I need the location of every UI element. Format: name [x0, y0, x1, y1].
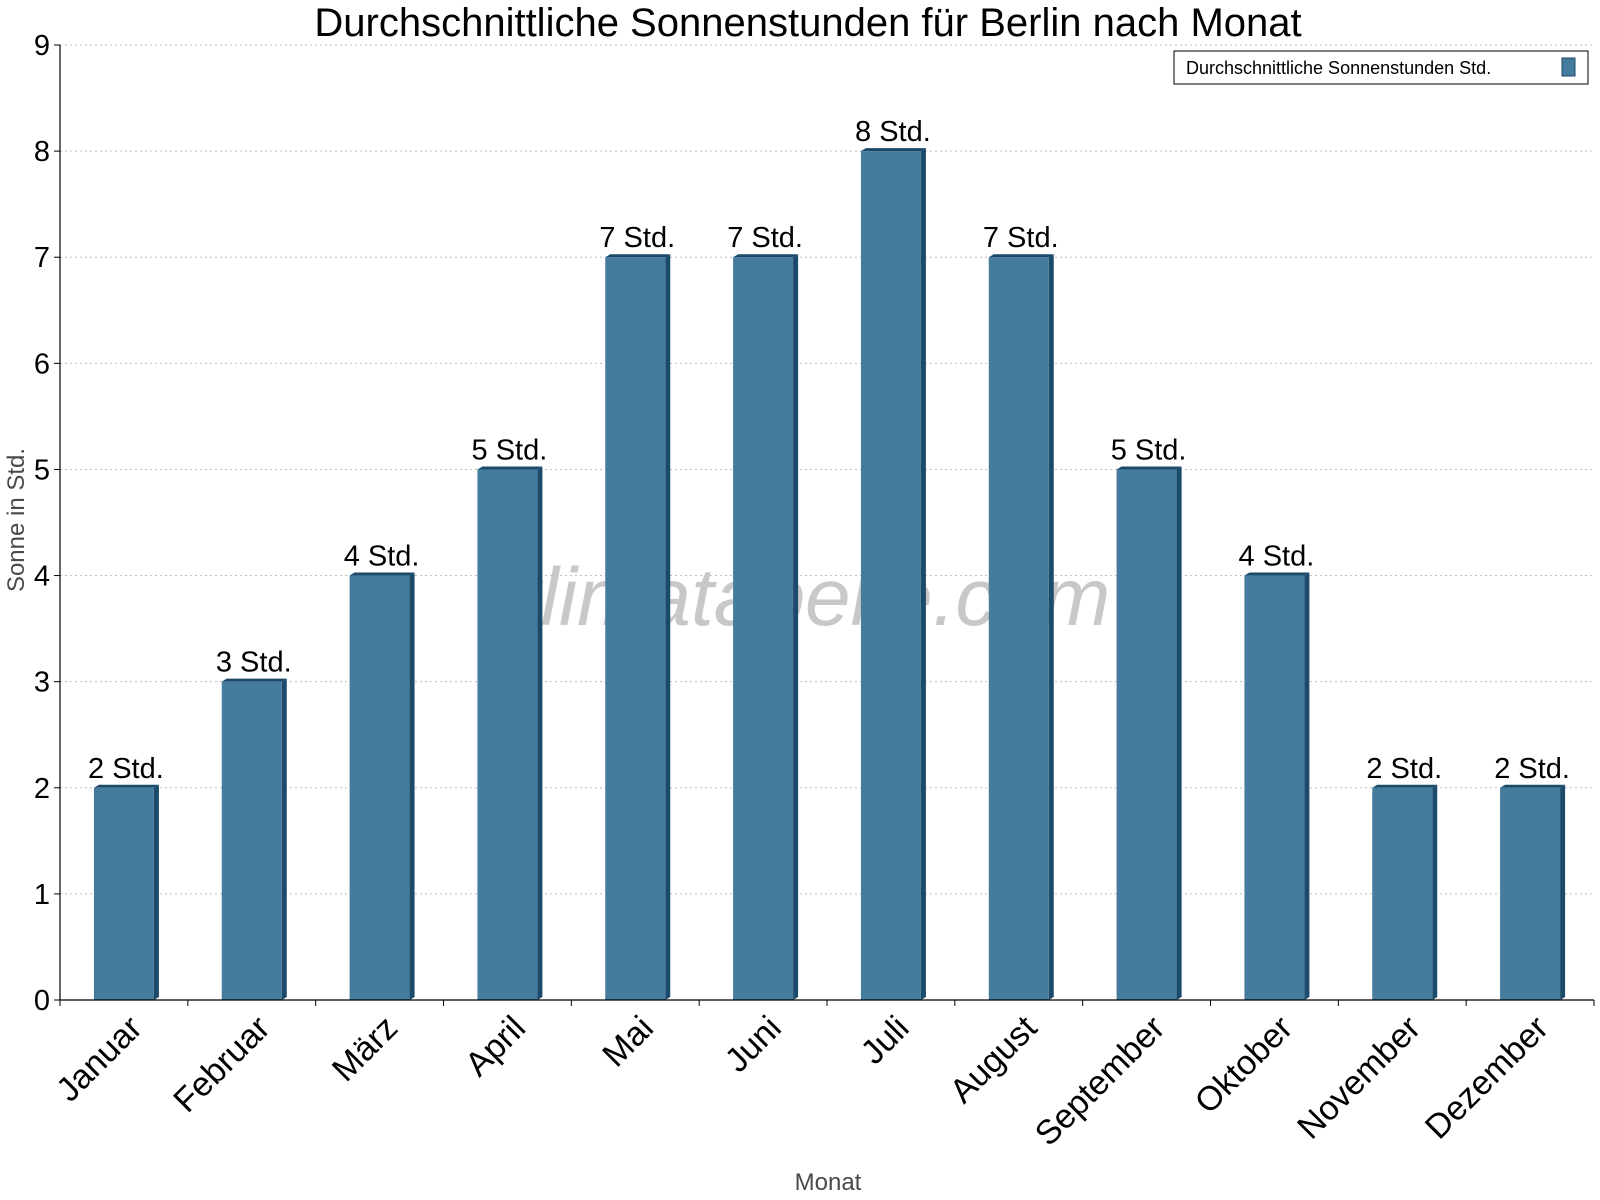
data-label: 3 Std. — [216, 647, 292, 679]
axes — [54, 44, 1595, 1006]
bar-top — [1244, 572, 1310, 576]
bar-front — [93, 787, 154, 1000]
bar-top — [477, 466, 543, 470]
bars — [93, 148, 1566, 1001]
x-tick-label: Dezember — [1418, 1009, 1556, 1147]
data-label: 2 Std. — [1494, 753, 1570, 785]
x-tick-label: April — [458, 1009, 533, 1084]
x-tick-label: Juni — [718, 1009, 789, 1080]
data-label: 5 Std. — [1111, 434, 1187, 466]
x-tick-label: Juli — [854, 1009, 917, 1072]
bar-front — [221, 681, 282, 1000]
bar-august — [988, 254, 1054, 1000]
bar-top — [605, 254, 671, 258]
bar-front — [349, 575, 410, 1000]
bar-märz — [349, 572, 415, 1000]
bar-side — [1432, 784, 1438, 1000]
x-tick-label: September — [1028, 1009, 1172, 1153]
bar-front — [1500, 787, 1561, 1000]
data-label: 5 Std. — [472, 434, 548, 466]
data-labels: 2 Std. 3 Std. 4 Std. 5 Std. 7 Std. 7 Std. 8 St… — [88, 116, 1570, 785]
data-label: 7 Std. — [727, 222, 803, 254]
legend-box — [1173, 50, 1589, 85]
bar-top — [1500, 784, 1566, 788]
bar-front — [477, 469, 538, 1000]
bar-top — [1372, 784, 1438, 788]
data-label: 4 Std. — [1239, 541, 1315, 573]
bar-top — [860, 148, 926, 152]
y-tick-label: 9 — [34, 30, 50, 62]
bar-front — [1116, 469, 1177, 1000]
bar-side — [793, 254, 799, 1000]
bar-mai — [605, 254, 671, 1000]
bar-side — [665, 254, 671, 1000]
y-tick-label: 5 — [34, 454, 50, 486]
y-tick-label: 7 — [34, 242, 50, 274]
bar-top — [1116, 466, 1182, 470]
bar-side — [1048, 254, 1054, 1000]
legend-swatch — [1561, 57, 1576, 77]
bar-dezember — [1500, 784, 1566, 1000]
bar-front — [605, 257, 666, 1000]
bar-side — [1560, 784, 1566, 1000]
legend: Durchschnittliche Sonnenstunden Std. — [1173, 50, 1589, 85]
data-label: 2 Std. — [1366, 753, 1442, 785]
data-label: 7 Std. — [983, 222, 1059, 254]
bar-side — [281, 678, 287, 1000]
bar-front — [1372, 787, 1433, 1000]
bar-top — [733, 254, 799, 258]
bar-front — [1244, 575, 1305, 1000]
y-tick-label: 1 — [34, 879, 50, 911]
y-axis-title: Sonne in Std. — [3, 448, 30, 592]
y-tick-label: 8 — [34, 136, 50, 168]
bar-front — [860, 151, 921, 1001]
bar-februar — [221, 678, 287, 1000]
legend-label: Durchschnittliche Sonnenstunden Std. — [1186, 58, 1491, 78]
x-tick-label: November — [1290, 1009, 1428, 1147]
x-tick-label: Februar — [166, 1009, 277, 1120]
bar-side — [409, 572, 415, 1000]
bar-juni — [733, 254, 799, 1000]
y-tick-labels: 0 1 2 3 4 5 6 7 8 9 — [34, 30, 50, 1017]
grid-lines — [60, 44, 1594, 895]
bar-januar — [93, 784, 159, 1000]
bar-front — [733, 257, 794, 1000]
bar-top — [988, 254, 1054, 258]
bar-november — [1372, 784, 1438, 1000]
bar-top — [93, 784, 159, 788]
bar-side — [920, 148, 926, 1001]
x-tick-labels: Januar Februar März April Mai Juni Juli AugustS… — [49, 1008, 1556, 1153]
chart-title: Durchschnittliche Sonnenstunden für Berl… — [314, 1, 1301, 45]
data-label: 2 Std. — [88, 753, 164, 785]
bar-september — [1116, 466, 1182, 1000]
bar-side — [1176, 466, 1182, 1000]
bar-juli — [860, 148, 926, 1001]
bar-top — [349, 572, 415, 576]
y-tick-label: 3 — [34, 667, 50, 699]
bar-april — [477, 466, 543, 1000]
x-axis-title: Monat — [795, 1169, 862, 1196]
data-label: 4 Std. — [344, 541, 420, 573]
y-tick-label: 6 — [34, 348, 50, 380]
data-label: 7 Std. — [599, 222, 675, 254]
x-tick-label: August — [943, 1008, 1045, 1110]
bar-side — [537, 466, 543, 1000]
bar-oktober — [1244, 572, 1310, 1000]
x-tick-label: Januar — [49, 1009, 149, 1109]
y-tick-label: 2 — [34, 773, 50, 805]
data-label: 8 Std. — [855, 116, 931, 148]
y-tick-label: 4 — [34, 561, 50, 593]
bar-side — [1304, 572, 1310, 1000]
bar-front — [988, 257, 1049, 1000]
bar-side — [153, 784, 159, 1000]
x-tick-label: März — [325, 1009, 405, 1089]
x-tick-label: Oktober — [1188, 1009, 1300, 1121]
bar-top — [221, 678, 287, 682]
x-tick-label: Mai — [595, 1009, 661, 1075]
y-tick-label: 0 — [34, 985, 50, 1017]
